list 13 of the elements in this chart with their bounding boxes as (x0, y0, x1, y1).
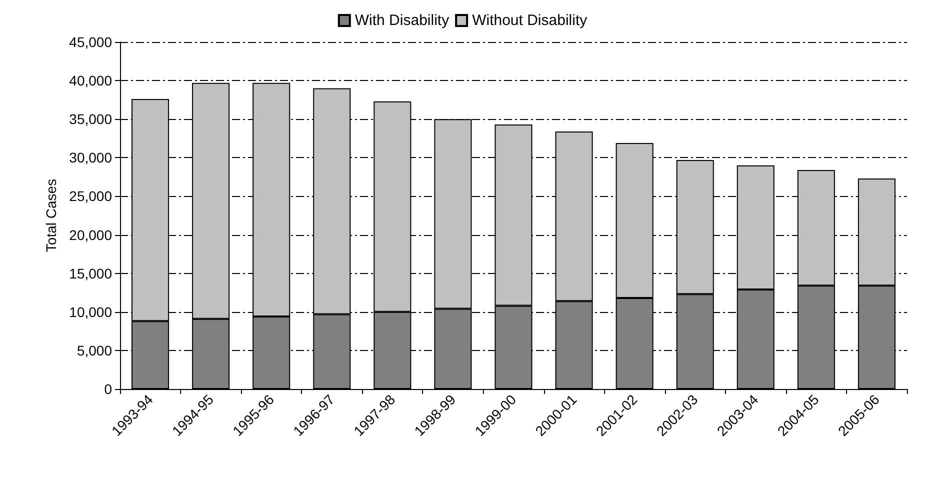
y-axis-title: Total Cases (43, 178, 59, 252)
legend-label: Without Disability (472, 12, 588, 29)
y-tick-label: 40,000 (69, 72, 112, 89)
legend-label: With Disability (354, 12, 450, 29)
y-tick-label: 45,000 (69, 34, 112, 50)
y-tick-label: 10,000 (69, 304, 112, 320)
y-tick-label: 5,000 (76, 342, 112, 358)
y-tick-label: 20,000 (69, 226, 112, 243)
y-tick-label: 0 (104, 381, 112, 397)
y-tick-label: 35,000 (69, 111, 112, 128)
y-tick-label: 25,000 (69, 188, 112, 204)
y-tick-label: 15,000 (69, 265, 112, 282)
y-tick-label: 30,000 (69, 150, 112, 166)
